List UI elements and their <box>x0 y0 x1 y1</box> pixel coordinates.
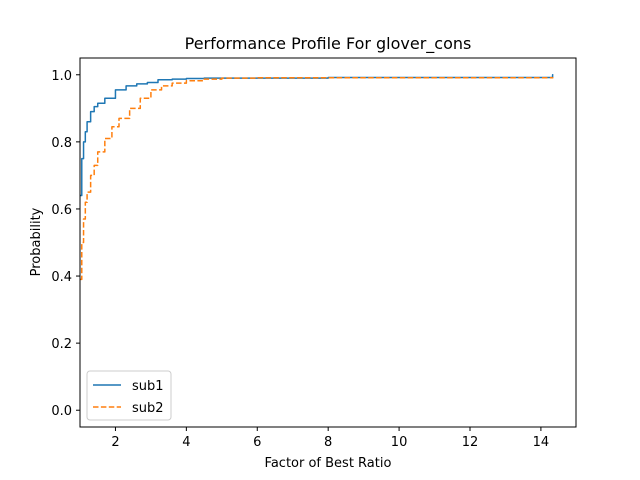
legend-label-sub2: sub2 <box>132 401 164 416</box>
y-tick-label: 0.8 <box>51 136 72 151</box>
x-tick-label: 10 <box>391 435 408 450</box>
legend-box <box>86 370 172 421</box>
y-axis-ticks: 0.0 0.2 0.4 0.6 0.8 1.0 <box>51 69 80 419</box>
chart-title: Performance Profile For glover_cons <box>185 34 472 54</box>
series-layer <box>80 74 554 281</box>
legend-label-sub1: sub1 <box>132 379 164 394</box>
y-tick-label: 0.4 <box>51 270 72 285</box>
x-axis-ticks: 2 4 6 8 10 12 14 <box>111 427 549 450</box>
y-tick-label: 0.6 <box>51 203 72 218</box>
y-tick-label: 1.0 <box>51 69 72 84</box>
x-axis-label: Factor of Best Ratio <box>265 456 392 471</box>
y-tick-label: 0.2 <box>51 337 72 352</box>
x-tick-label: 2 <box>111 435 119 450</box>
x-tick-label: 12 <box>462 435 479 450</box>
x-tick-label: 14 <box>533 435 550 450</box>
legend: sub1 sub2 <box>86 370 172 421</box>
x-tick-label: 4 <box>182 435 190 450</box>
x-tick-label: 6 <box>253 435 261 450</box>
y-tick-label: 0.0 <box>51 404 72 419</box>
x-tick-label: 8 <box>324 435 332 450</box>
series-line-sub1 <box>80 74 554 197</box>
series-line-sub2 <box>80 77 554 281</box>
y-axis-label: Probability <box>29 207 44 276</box>
